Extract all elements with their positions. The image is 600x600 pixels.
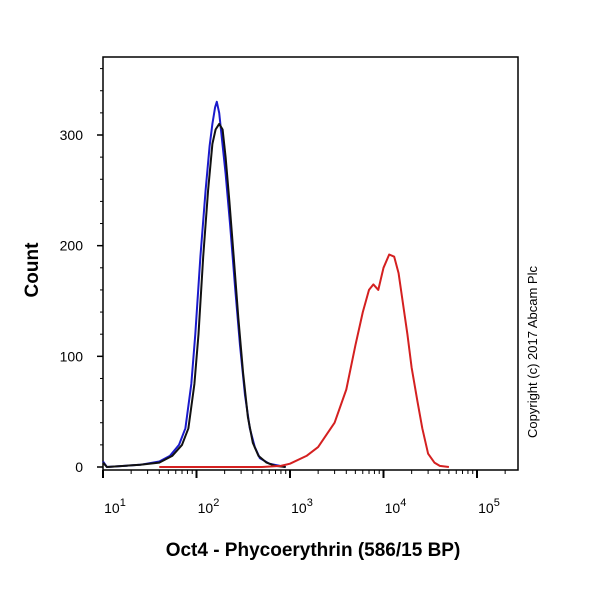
x-tick-label: 104 [385,497,407,516]
histogram-series-2 [102,122,286,468]
x-tick-label: 103 [291,497,313,516]
plot-frame [102,56,519,471]
y-tick-label: 0 [75,459,83,475]
y-tick-label: 200 [60,238,84,254]
copyright-annotation: Copyright (c) 2017 Abcam Plc [525,266,540,438]
histogram-series-1 [102,100,286,468]
y-axis-label: Count [22,242,43,298]
x-tick-label: 101 [104,497,126,516]
x-tick-label: 102 [198,497,220,516]
histogram-series-3 [159,253,450,468]
y-tick-label: 300 [60,127,84,143]
y-tick-label: 100 [60,348,84,364]
x-tick-label: 105 [478,497,500,516]
x-axis-label: Oct4 - Phycoerythrin (586/15 BP) [166,540,461,561]
